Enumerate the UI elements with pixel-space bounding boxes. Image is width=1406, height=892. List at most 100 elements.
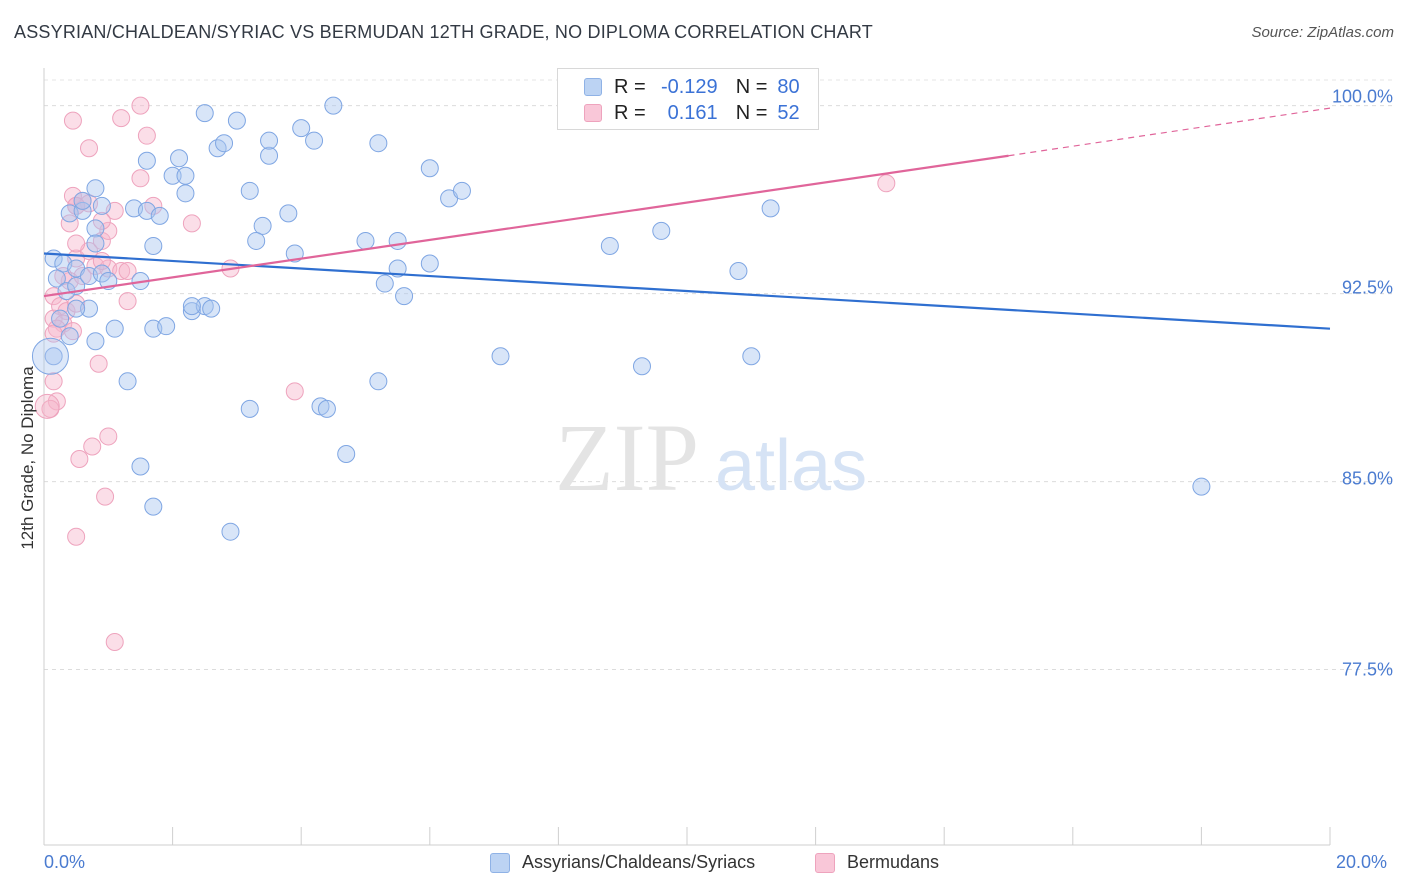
x-tick-label: 20.0%	[1336, 852, 1388, 872]
bottom-legend-assyrians: Assyrians/Chaldeans/Syriacs	[490, 852, 755, 873]
bottom-legend-label: Bermudans	[847, 852, 940, 872]
bermudans-point	[131, 96, 150, 115]
legend-r-label: R =	[614, 75, 646, 98]
assyrians-point	[92, 264, 111, 283]
legend-n-label: N =	[735, 101, 768, 124]
assyrians-point	[73, 201, 92, 220]
assyrians-point	[176, 166, 195, 185]
bermudans-point	[63, 111, 82, 130]
assyrians-point	[31, 337, 69, 375]
assyrians-point	[118, 372, 137, 391]
assyrians-point	[247, 231, 266, 250]
legend-row-bermudans: R = 0.161 N = 52	[584, 101, 800, 125]
assyrians-point	[742, 347, 761, 366]
assyrians-point	[375, 274, 394, 293]
bermudans-point	[67, 234, 86, 253]
assyrians-point	[652, 221, 671, 240]
axes	[43, 68, 1331, 846]
trend-lines	[43, 107, 1331, 330]
assyrians-point	[86, 332, 105, 351]
assyrians-point	[240, 399, 259, 418]
bermudans-point	[80, 139, 99, 158]
assyrians-point	[73, 191, 92, 210]
bermudans-point	[118, 292, 137, 311]
assyrians-point	[420, 254, 439, 273]
assyrians-point	[1192, 477, 1211, 496]
assyrians-point	[215, 134, 234, 153]
assyrians-point	[227, 111, 246, 130]
assyrians-point	[157, 317, 176, 336]
x-tick-label: 0.0%	[44, 852, 86, 872]
assyrians-point	[86, 234, 105, 253]
y-tick-label: 77.5%	[1341, 659, 1393, 680]
bermudans-point	[96, 487, 115, 506]
assyrians-point	[388, 231, 407, 250]
bermudans-point	[118, 262, 137, 281]
assyrians-point	[92, 196, 111, 215]
assyrians-point	[51, 309, 70, 328]
legend-r-value: -0.129	[660, 75, 718, 98]
legend-n-value: 80	[777, 75, 800, 98]
assyrians-point	[44, 347, 63, 366]
y-tick-label: 85.0%	[1341, 468, 1393, 489]
assyrians-point	[305, 131, 324, 150]
bermudans-point	[92, 211, 111, 230]
bermudans-point	[67, 527, 86, 546]
bermudans-point	[60, 214, 79, 233]
gridlines	[44, 79, 1395, 671]
legend-r-value: 0.161	[667, 101, 718, 124]
assyrians-point	[761, 199, 780, 218]
legend-swatch-pink	[584, 104, 602, 122]
assyrians-point	[144, 236, 163, 255]
assyrians-point	[337, 444, 356, 463]
y-tick-label: 100.0%	[1331, 86, 1393, 107]
bermudans-point	[44, 372, 63, 391]
assyrians-point	[80, 299, 99, 318]
legend: R = -0.129 N = 80 R = 0.161 N = 52	[557, 68, 819, 130]
bermudans-trend-line	[43, 154, 1009, 298]
assyrians-point	[600, 236, 619, 255]
bermudans-point	[44, 309, 63, 328]
legend-n-label: N =	[735, 75, 768, 98]
assyrians-point	[86, 219, 105, 238]
assyrians-point	[195, 104, 214, 123]
assyrians-point	[105, 319, 124, 338]
bottom-legend-swatch-blue	[490, 852, 510, 873]
bermudans-point	[73, 267, 92, 286]
assyrians-point	[253, 216, 272, 235]
assyrians-point	[369, 134, 388, 153]
bermudans-point	[83, 437, 102, 456]
bottom-legend-label: Assyrians/Chaldeans/Syriacs	[522, 852, 756, 872]
bermudans-point	[105, 632, 124, 651]
assyrians-point	[170, 149, 189, 168]
assyrians-point	[395, 287, 414, 306]
chart-title: ASSYRIAN/CHALDEAN/SYRIAC VS BERMUDAN 12T…	[14, 22, 873, 42]
bermudans-point	[112, 109, 131, 128]
y-tick-label: 92.5%	[1341, 277, 1393, 298]
assyrians-point	[240, 181, 259, 200]
assyrians-point	[150, 206, 169, 225]
assyrians-trend-line	[43, 252, 1331, 330]
bermudans-point	[63, 186, 82, 205]
bermudans-point	[182, 214, 201, 233]
assyrians-point	[176, 184, 195, 203]
legend-row-assyrians: R = -0.129 N = 80	[584, 75, 800, 99]
assyrians-point	[163, 166, 182, 185]
y-axis-label: 12th Grade, No Diploma	[18, 366, 37, 550]
assyrians-point	[202, 299, 221, 318]
assyrians-point	[221, 522, 240, 541]
bermudans-point	[34, 393, 60, 419]
assyrians-point	[137, 151, 156, 170]
bermudans-point	[70, 450, 89, 469]
assyrians-point	[279, 204, 298, 223]
assyrians-point	[292, 119, 311, 138]
assyrians-point	[144, 497, 163, 516]
assyrians-point	[369, 372, 388, 391]
bermudans-point	[131, 169, 150, 188]
assyrians-point	[260, 146, 279, 165]
bermudans-point	[877, 174, 896, 193]
assyrians-point	[420, 159, 439, 178]
bermudans-point	[63, 322, 82, 341]
legend-swatch-blue	[584, 78, 602, 96]
